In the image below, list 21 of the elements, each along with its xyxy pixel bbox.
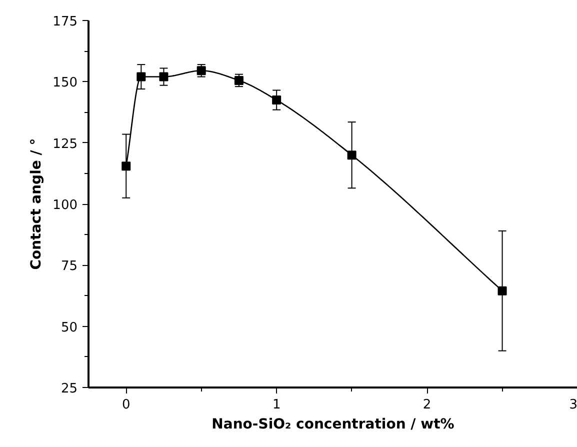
y-tick-label: 100 xyxy=(52,198,78,213)
point xyxy=(498,286,507,296)
y-tick-label: 75 xyxy=(60,259,78,274)
y-tick-label: 50 xyxy=(60,320,78,336)
y-tick-label: 175 xyxy=(52,14,78,30)
point xyxy=(234,76,244,85)
y-tick-label: 150 xyxy=(52,76,78,91)
x-tick-label: 2 xyxy=(422,398,432,412)
y-tick-label: 25 xyxy=(60,382,78,396)
point xyxy=(122,162,131,171)
x-tick-label: 1 xyxy=(272,398,281,412)
y-tick-label: 125 xyxy=(52,136,78,152)
x-tick-label: 0 xyxy=(122,398,130,412)
y-axis-title: Contact angle / ° xyxy=(28,138,45,270)
point xyxy=(159,72,168,82)
point xyxy=(196,66,206,76)
point xyxy=(272,96,282,105)
point xyxy=(136,72,146,82)
x-axis-title: Nano-SiO₂ concentration / wt% xyxy=(212,416,454,432)
point xyxy=(347,150,356,160)
x-tick-label: 3 xyxy=(569,398,577,412)
